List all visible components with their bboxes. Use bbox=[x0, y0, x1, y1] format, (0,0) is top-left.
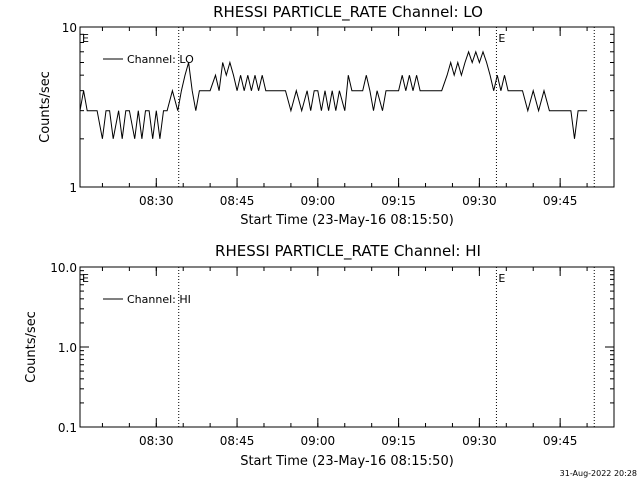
hi-event-marker-label: E bbox=[498, 272, 505, 285]
hi-chart-title: RHESSI PARTICLE_RATE Channel: HI bbox=[215, 242, 481, 261]
lo-plot-frame bbox=[79, 26, 615, 188]
hi-y-tick-label: 0.1 bbox=[58, 421, 77, 435]
lo-y-axis-label: Counts/sec bbox=[38, 71, 53, 143]
lo-chart-title: RHESSI PARTICLE_RATE Channel: LO bbox=[213, 3, 483, 22]
lo-x-tick-label: 08:45 bbox=[220, 194, 255, 208]
hi-x-tick-label: 09:15 bbox=[381, 434, 416, 448]
lo-y-tick-label: 1 bbox=[69, 181, 77, 195]
hi-x-tick-label: 09:30 bbox=[462, 434, 497, 448]
lo-series-group bbox=[79, 50, 588, 139]
hi-y-axis-label: Counts/sec bbox=[24, 311, 39, 383]
hi-plot-frame bbox=[79, 266, 615, 428]
lo-x-tick-label: 09:45 bbox=[543, 194, 578, 208]
lo-series-line bbox=[79, 50, 588, 139]
lo-x-tick-label: 09:30 bbox=[462, 194, 497, 208]
hi-x-tick-label: 09:45 bbox=[543, 434, 578, 448]
hi-legend-label: Channel: HI bbox=[127, 293, 191, 306]
hi-y-tick-label: 1.0 bbox=[58, 341, 77, 355]
lo-x-tick-label: 09:15 bbox=[381, 194, 416, 208]
lo-x-ticks: 08:30 08:45 09:00 09:15 09:30 09:45 bbox=[101, 27, 615, 208]
lo-event-marker-label: E bbox=[498, 32, 505, 45]
lo-x-axis-label: Start Time (23-May-16 08:15:50) bbox=[240, 213, 454, 228]
hi-x-tick-label: 08:45 bbox=[220, 434, 255, 448]
lo-y-ticks: 1 10 bbox=[62, 21, 614, 195]
hi-x-tick-label: 09:00 bbox=[301, 434, 336, 448]
footer-timestamp: 31-Aug-2022 20:28 bbox=[560, 469, 637, 478]
hi-event-marker-label: E bbox=[82, 272, 89, 285]
hi-x-ticks: 08:30 08:45 09:00 09:15 09:30 09:45 bbox=[101, 267, 615, 448]
lo-legend-label: Channel: LO bbox=[127, 53, 194, 66]
hi-x-axis-label: Start Time (23-May-16 08:15:50) bbox=[240, 454, 454, 469]
lo-channel-panel: RHESSI PARTICLE_RATE Channel: LO Counts/… bbox=[38, 3, 615, 228]
hi-x-tick-label: 08:30 bbox=[139, 434, 174, 448]
lo-y-tick-label: 10 bbox=[62, 21, 77, 35]
lo-x-tick-label: 09:00 bbox=[301, 194, 336, 208]
lo-event-marker-label: E bbox=[82, 32, 89, 45]
lo-x-tick-label: 08:30 bbox=[139, 194, 174, 208]
hi-y-tick-label: 10.0 bbox=[50, 261, 77, 275]
hi-y-ticks: 0.1 1.0 10.0 bbox=[50, 261, 614, 435]
hi-channel-panel: RHESSI PARTICLE_RATE Channel: HI Counts/… bbox=[24, 242, 615, 469]
